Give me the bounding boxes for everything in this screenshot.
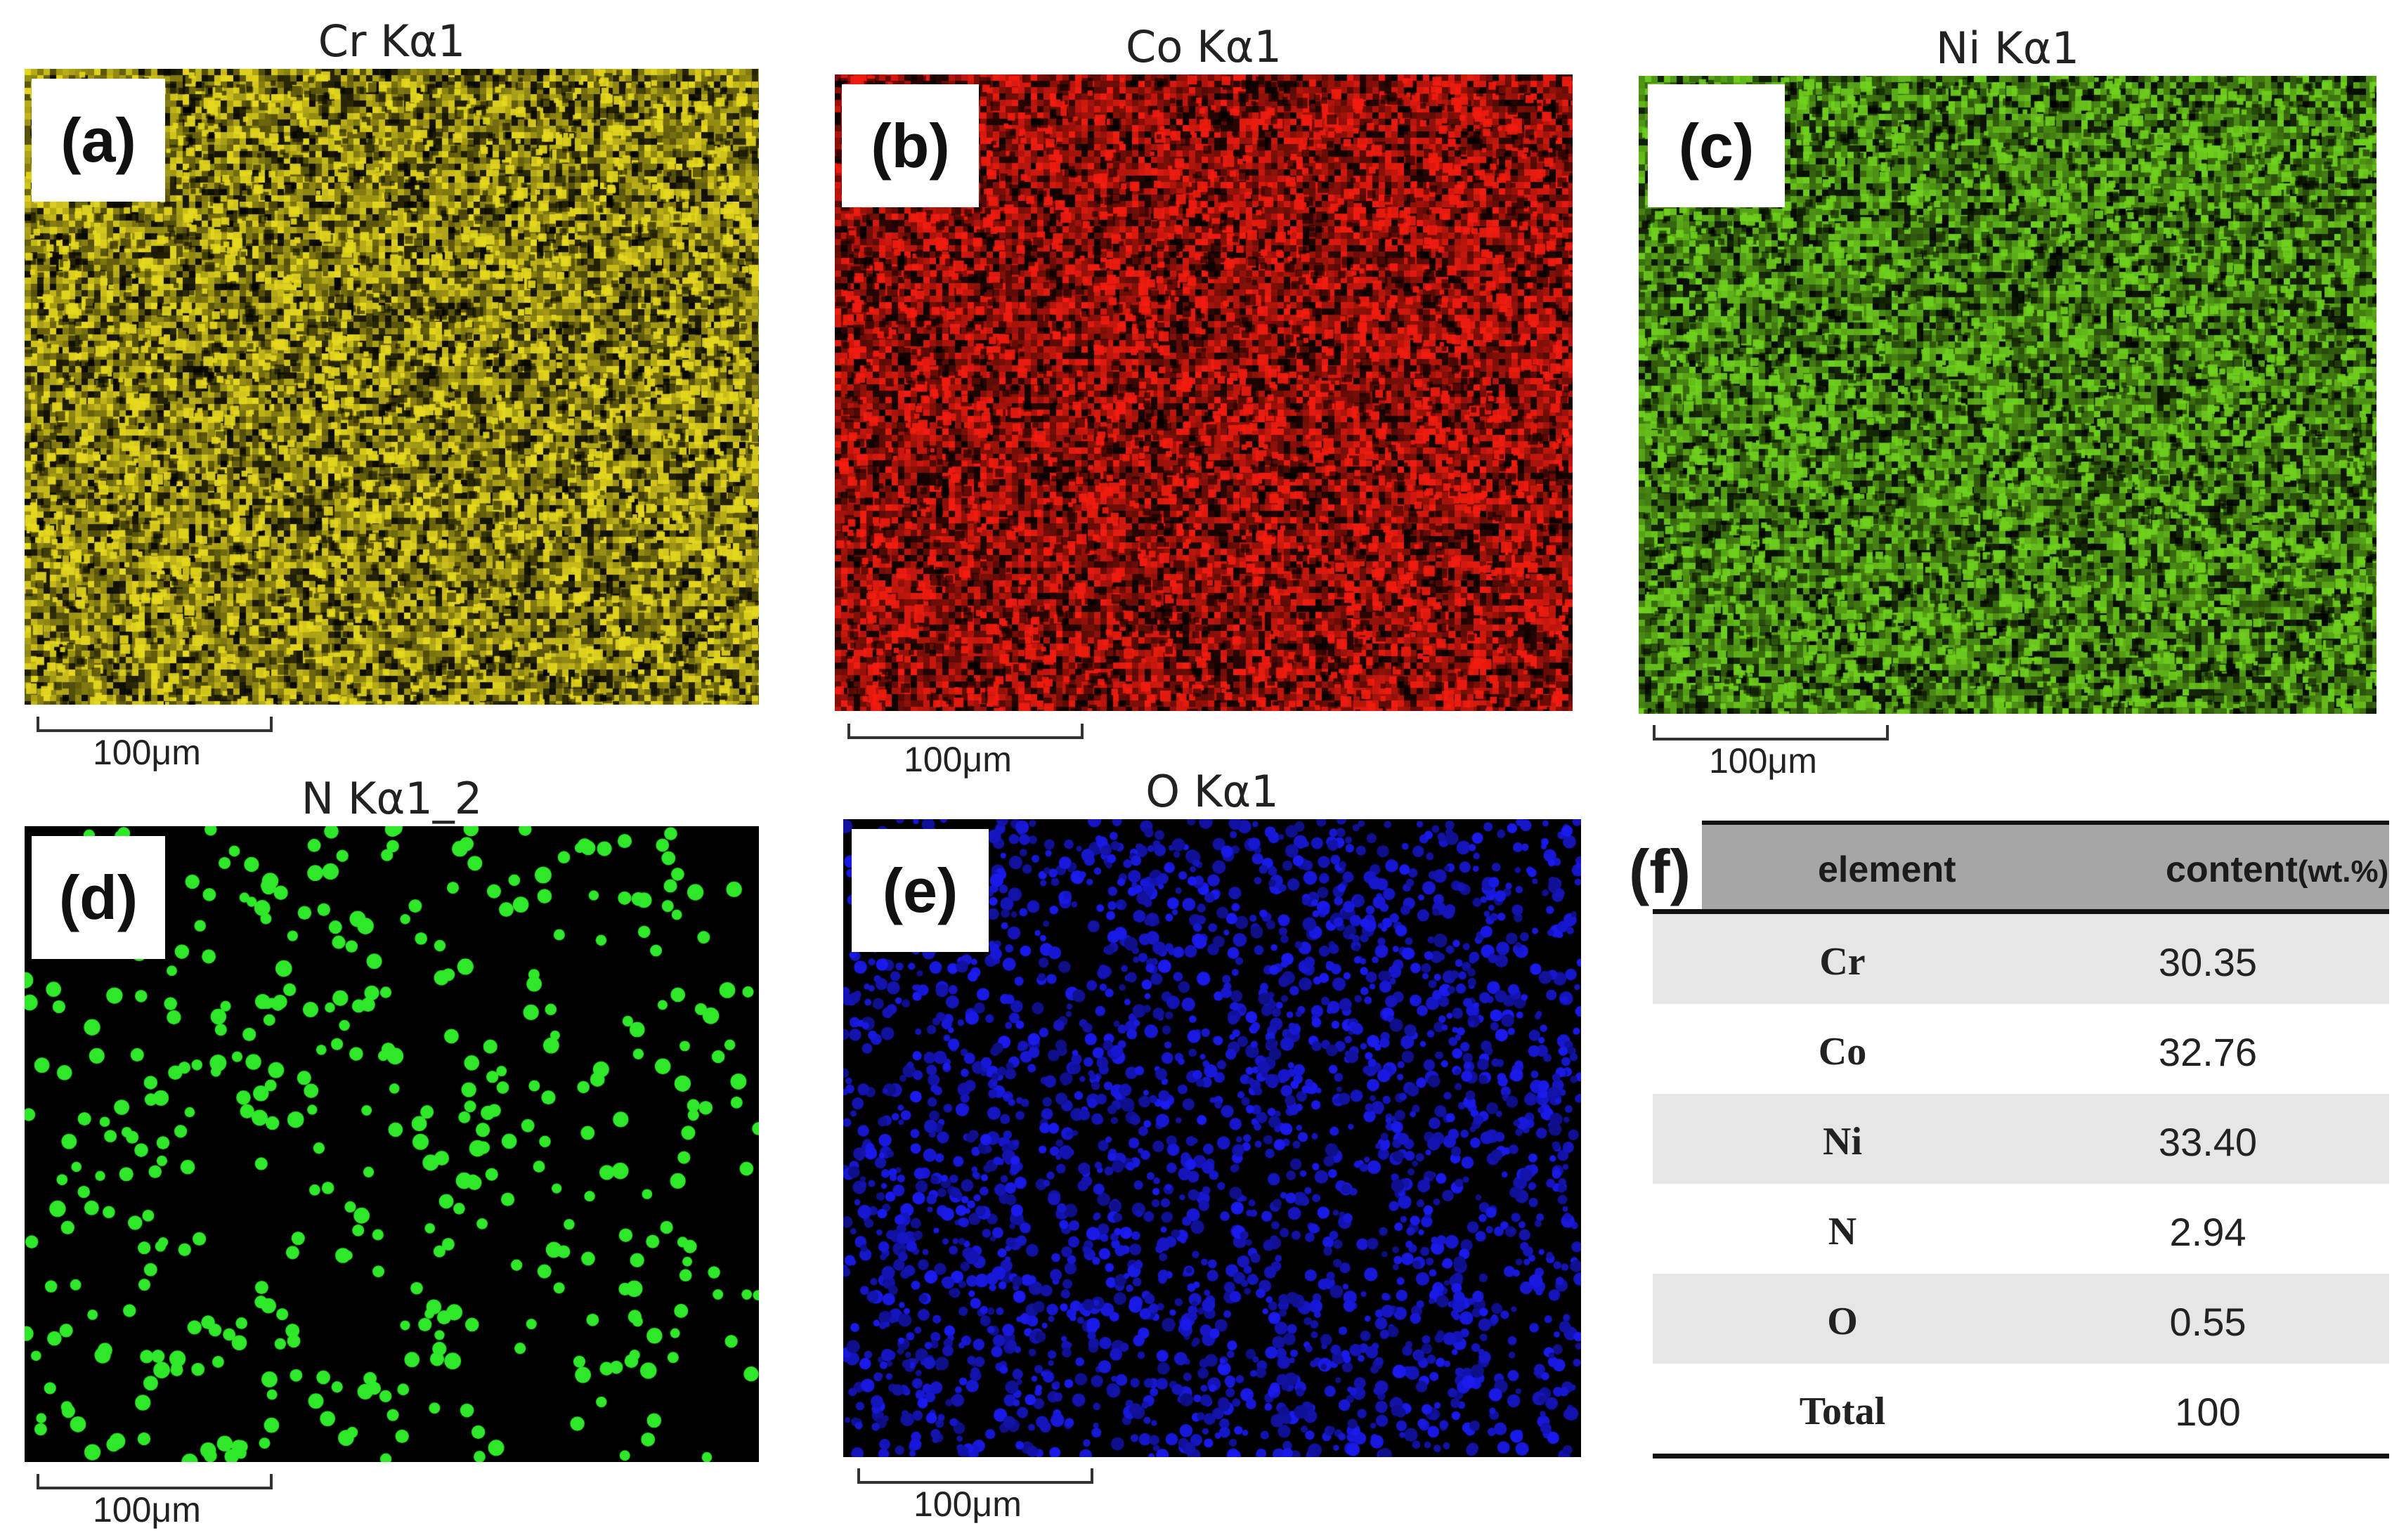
table-mid-rule	[1653, 909, 2389, 914]
panel-label-f: (f)	[1625, 836, 1695, 908]
table-row: Ni 33.40	[1653, 1094, 2389, 1184]
panel-label-a: (a)	[32, 79, 165, 202]
table-row: Cr 30.35	[1653, 914, 2389, 1004]
cell-content: 32.76	[2158, 1030, 2258, 1074]
header-content: content(wt.%)	[2166, 849, 2389, 890]
panel-label-c: (c)	[1648, 84, 1785, 207]
eds-map-co	[835, 74, 1573, 711]
cell-content: 2.94	[2169, 1210, 2246, 1254]
table-row: N 2.94	[1653, 1184, 2389, 1274]
table-header: element content(wt.%)	[1702, 825, 2389, 909]
cell-content: 33.40	[2158, 1120, 2258, 1164]
panel-label-e: (e)	[852, 829, 989, 952]
cell-content: 30.35	[2158, 940, 2258, 984]
map-title-n: N Kα1_2	[301, 773, 483, 824]
map-title-cr: Cr Kα1	[318, 15, 466, 67]
cell-element: Total	[1799, 1390, 1886, 1433]
cell-content: 100	[2175, 1390, 2241, 1434]
panel-label-b: (b)	[842, 84, 979, 207]
cell-content: 0.55	[2169, 1300, 2246, 1344]
map-title-o: O Kα1	[1145, 766, 1279, 817]
map-title-ni: Ni Kα1	[1935, 22, 2080, 74]
table-row: O 0.55	[1653, 1274, 2389, 1364]
cell-element: N	[1828, 1210, 1857, 1253]
table-row: Total 100	[1653, 1364, 2389, 1454]
cell-element: O	[1827, 1300, 1858, 1343]
table-top-rule	[1702, 821, 2389, 825]
cell-element: Ni	[1823, 1120, 1862, 1163]
cell-element: Cr	[1819, 940, 1866, 984]
table-row: Co 32.76	[1653, 1004, 2389, 1094]
panel-label-d: (d)	[32, 836, 165, 959]
header-element: element	[1818, 849, 1956, 890]
map-title-co: Co Kα1	[1126, 21, 1282, 72]
table-bottom-rule	[1653, 1454, 2389, 1459]
cell-element: Co	[1818, 1030, 1867, 1074]
